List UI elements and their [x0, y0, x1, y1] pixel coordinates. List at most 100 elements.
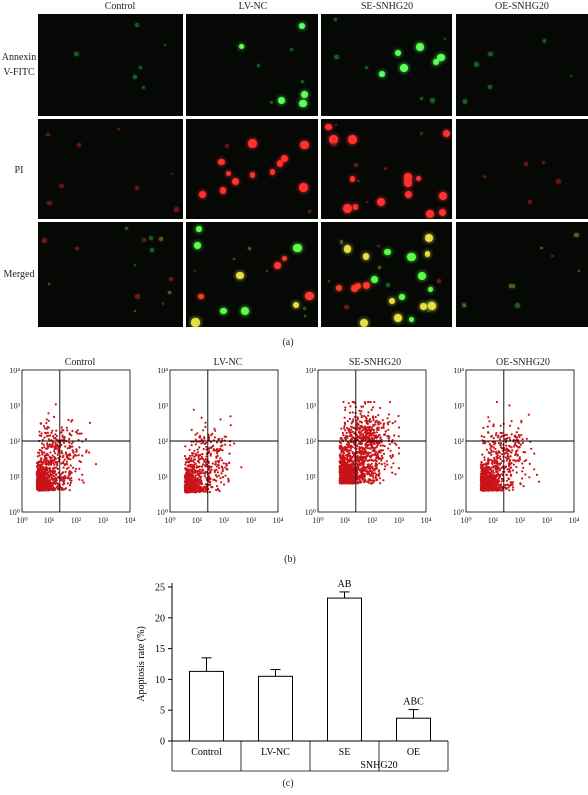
flow-event-dot [511, 486, 515, 489]
flow-event-dot [370, 462, 373, 465]
flow-event-dot [225, 464, 228, 467]
flow-event-dot [499, 455, 502, 458]
flow-event-dot [356, 422, 359, 425]
flow-event-dot [359, 464, 362, 467]
flow-event-dot [198, 470, 201, 473]
flow-event-dot [194, 462, 197, 465]
flow-event-dot [68, 437, 71, 441]
flow-event-dot [487, 416, 490, 419]
flow-event-dot [74, 470, 77, 473]
flow-event-dot [193, 490, 196, 493]
flow-event-dot [351, 446, 354, 449]
flow-event-dot [54, 443, 57, 447]
flow-event-dot [535, 473, 539, 476]
flow-event-dot [351, 430, 354, 433]
flow-event-dot [369, 451, 372, 454]
flow-event-dot [197, 456, 200, 459]
flow-event-dot [507, 477, 510, 480]
flow-event-dot [373, 447, 376, 450]
flow-event-dot [67, 418, 70, 422]
flow-event-dot [369, 425, 372, 428]
flow-event-dot [505, 473, 508, 477]
flow-event-dot [494, 447, 497, 450]
flow-event-dot [367, 479, 370, 482]
flow-event-dot [485, 448, 488, 451]
flow-event-dot [38, 454, 41, 457]
flow-event-dot [397, 452, 401, 455]
panel-a-label: (a) [282, 337, 294, 348]
y-tick-label: 10⁴ [453, 368, 464, 375]
flow-event-dot [376, 428, 379, 431]
flow-event-dot [62, 476, 65, 479]
flow-event-dot [49, 475, 52, 478]
flow-event-dot [357, 461, 360, 464]
flow-event-dot [51, 429, 54, 432]
cell-dot [352, 204, 359, 210]
micro-panel-merged-control [38, 222, 183, 327]
flow-event-dot [381, 444, 384, 447]
flow-event-dot [184, 487, 187, 490]
apoptosis-bar-chart: Apoptosis rate (%) 0 5 10 15 20 25 Control LV-NC… [136, 579, 449, 772]
cell-dot [150, 248, 154, 253]
cell-dot [141, 237, 146, 242]
cell-dot [379, 71, 385, 77]
flow-event-dot [364, 433, 367, 436]
flow-event-dot [60, 443, 63, 446]
flow-event-dot [219, 457, 222, 460]
flow-event-dot [509, 466, 512, 469]
flow-event-dot [511, 469, 514, 472]
cell-dot [359, 318, 369, 327]
x-tick-label: 10² [71, 516, 82, 525]
flow-event-dot [209, 478, 212, 481]
flow-event-dot [220, 481, 223, 484]
cell-dot [542, 39, 546, 43]
flow-event-dot [497, 442, 500, 445]
flow-event-dot [41, 453, 44, 456]
flow-event-dot [81, 454, 84, 457]
flow-event-dot [356, 471, 359, 474]
flow-event-dot [193, 472, 196, 475]
flow-event-dot [43, 483, 46, 486]
flow-event-dot [384, 430, 387, 433]
flow-event-dot [359, 450, 362, 453]
flow-event-dot [203, 459, 206, 463]
y-tick-label: 20 [155, 613, 165, 624]
flow-event-dot [360, 458, 363, 461]
flow-event-dot [364, 416, 367, 419]
flow-event-dot [51, 469, 55, 473]
flow-event-dot [189, 480, 192, 483]
flow-event-dot [358, 469, 361, 472]
flow-event-dot [43, 446, 46, 449]
flow-event-dot [490, 453, 493, 456]
flow-event-dot [40, 487, 44, 490]
flow-event-dot [500, 447, 504, 450]
cell-dot [269, 101, 273, 105]
flow-event-dot [480, 461, 483, 464]
micro-panel-annexin-oe-snhg20 [456, 14, 588, 116]
flow-event-dot [515, 445, 519, 448]
flow-event-dot [50, 476, 54, 479]
flow-event-dot [191, 454, 194, 457]
flow-event-dot [39, 422, 42, 425]
flow-event-dot [345, 443, 348, 446]
cell-dot [277, 160, 284, 167]
flow-event-dot [517, 427, 520, 430]
y-axis-label: Apoptosis rate (%) [136, 626, 147, 702]
flow-event-dot [69, 479, 72, 482]
cell-dot [277, 97, 285, 105]
flow-event-dot [202, 441, 205, 444]
flow-event-dot [61, 436, 64, 439]
flow-event-dot [488, 443, 491, 446]
flow-event-dot [348, 411, 352, 414]
flow-event-dot [62, 460, 65, 463]
cell-dot [357, 179, 360, 183]
flow-event-dot [382, 452, 386, 455]
flow-event-dot [397, 435, 400, 438]
flow-event-dot [485, 466, 489, 469]
flow-title-oe-snhg20: OE-SNHG20 [496, 357, 550, 368]
flow-event-dot [51, 471, 55, 474]
flow-event-dot [240, 466, 243, 469]
flow-event-dot [510, 420, 513, 423]
flow-event-dot [76, 432, 79, 435]
